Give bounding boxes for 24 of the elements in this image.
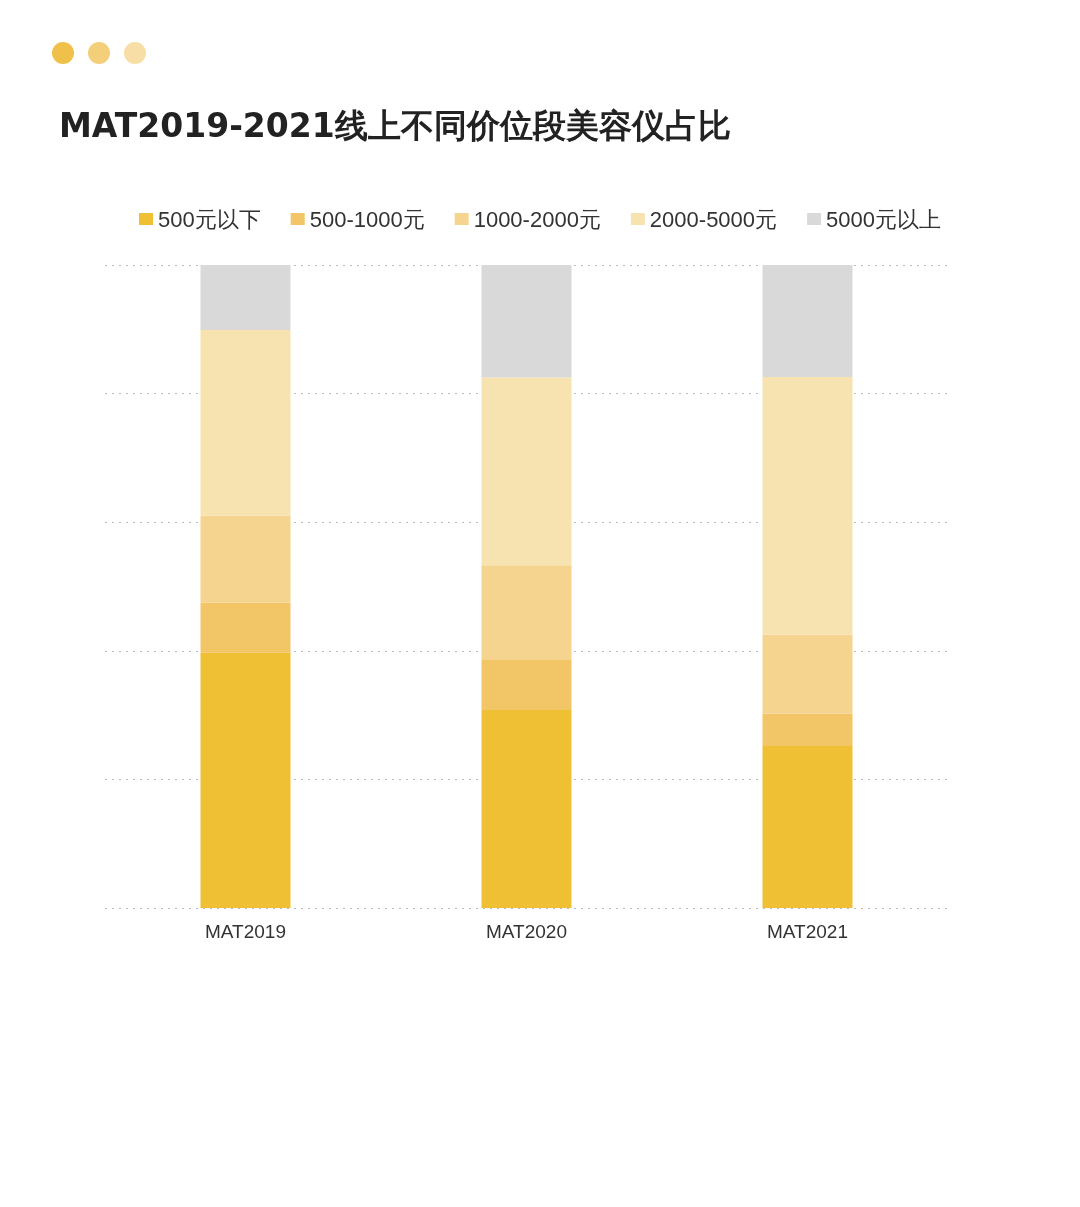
legend-label: 2000-5000元 [649,206,778,232]
legend-label: 500-1000元 [309,206,425,232]
bar [481,377,572,566]
x-tick-label: MAT2021 [767,921,848,942]
chart-title: MAT2019-2021线上不同价位段美容仪占比 [59,106,731,145]
bar [200,652,291,908]
bar [762,265,853,377]
bar [762,634,853,714]
bar [762,745,853,908]
bar [481,565,572,660]
legend-label: 1000-2000元 [473,206,601,232]
legend-label: 500元以下 [157,206,261,232]
bar [762,713,853,746]
bar [762,376,853,635]
bar [481,659,572,710]
bar [200,265,291,330]
bar [200,329,291,516]
bar [481,709,572,908]
x-tick-label: MAT2019 [205,921,286,942]
x-tick-label: MAT2020 [486,921,567,942]
bar [200,515,291,603]
bar [481,265,572,378]
bar [200,602,291,653]
legend-label: 5000元以上 [826,206,942,232]
